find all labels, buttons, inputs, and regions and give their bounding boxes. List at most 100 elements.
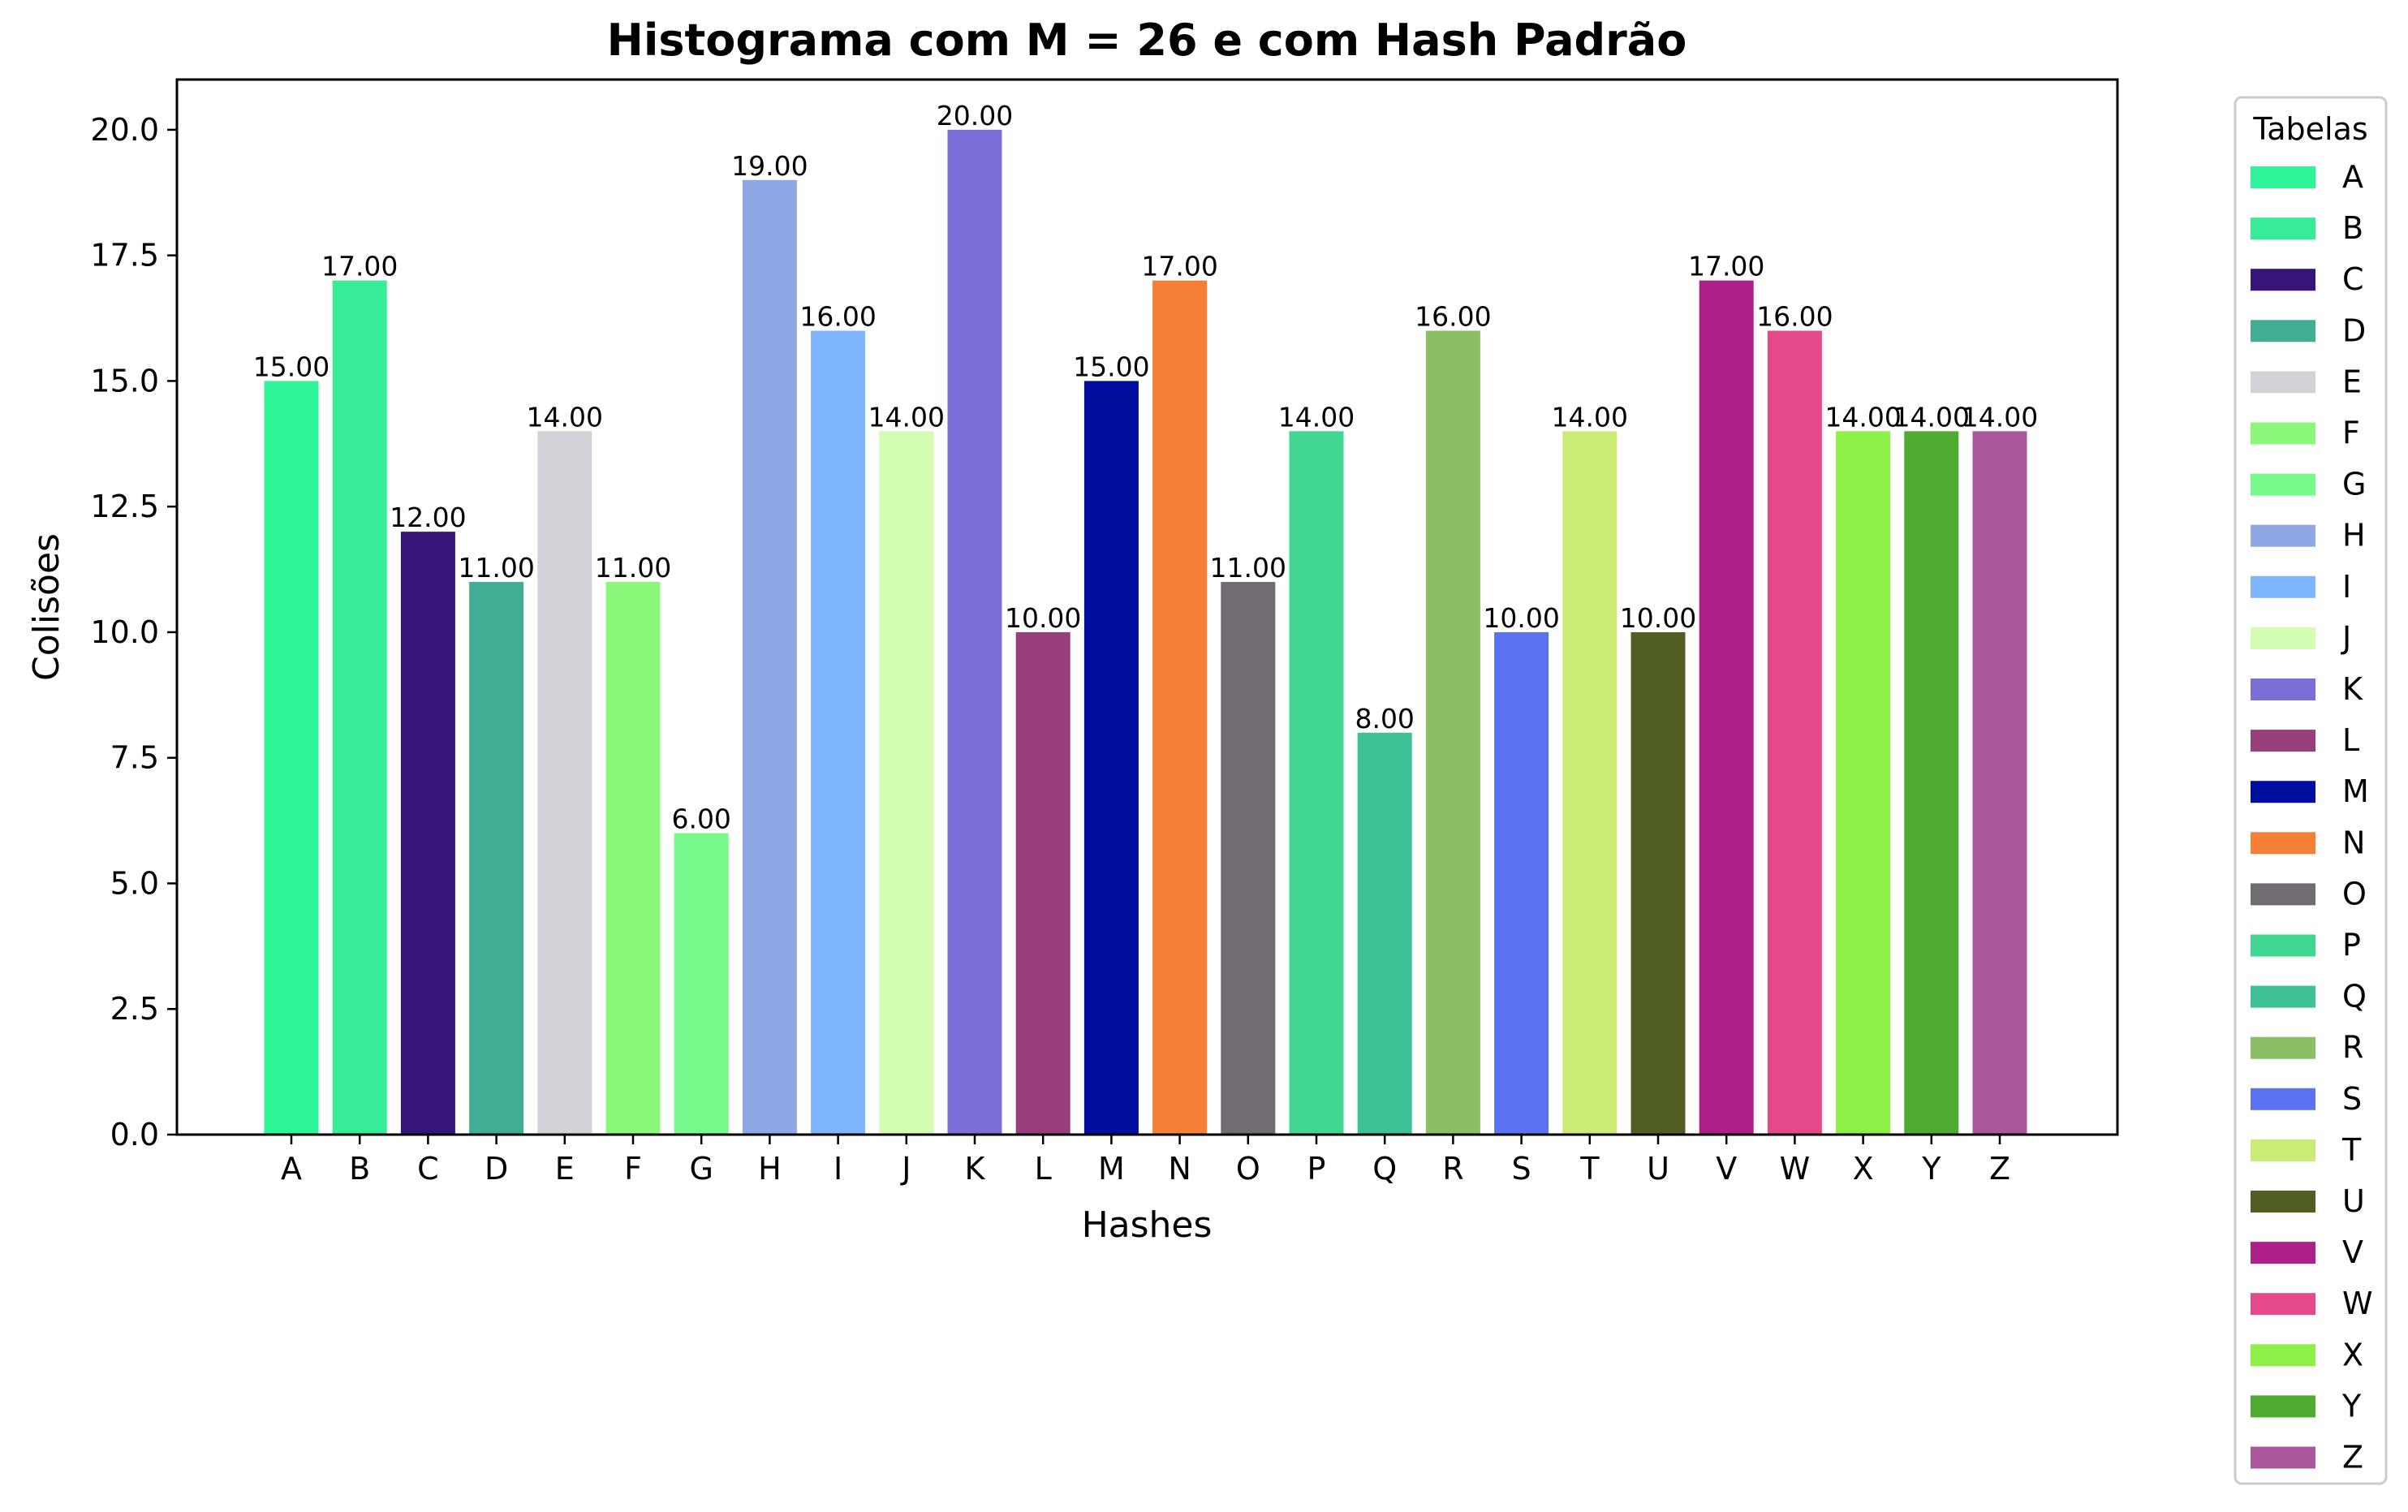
value-label-L: 10.00	[1005, 602, 1081, 634]
value-label-A: 15.00	[253, 351, 330, 382]
legend-label-P: P	[2342, 928, 2361, 963]
x-tick-label-U: U	[1647, 1151, 1669, 1187]
x-axis-label: Hashes	[1082, 1204, 1213, 1246]
legend-swatch-K	[2251, 678, 2315, 700]
x-tick-label-L: L	[1035, 1151, 1052, 1187]
legend-swatch-Y	[2251, 1395, 2315, 1418]
value-label-Q: 8.00	[1355, 703, 1414, 734]
legend-swatch-L	[2251, 730, 2315, 752]
y-tick-label: 10.0	[90, 614, 159, 650]
bar-E	[537, 431, 592, 1135]
legend-label-Y: Y	[2341, 1388, 2362, 1424]
legend-swatch-Q	[2251, 985, 2315, 1008]
legend-label-O: O	[2342, 876, 2367, 911]
legend-swatch-M	[2251, 781, 2315, 803]
bar-H	[742, 179, 797, 1135]
bar-K	[947, 129, 1002, 1135]
value-label-E: 14.00	[527, 401, 603, 433]
legend-swatch-P	[2251, 934, 2315, 957]
y-tick-label: 5.0	[110, 865, 159, 901]
bar-U	[1630, 631, 1686, 1135]
legend-label-E: E	[2342, 364, 2362, 399]
legend-label-V: V	[2342, 1234, 2363, 1270]
value-label-P: 14.00	[1278, 401, 1355, 433]
x-tick-label-Q: Q	[1372, 1151, 1397, 1187]
value-label-H: 19.00	[731, 150, 808, 182]
bar-Y	[1904, 431, 1959, 1135]
legend-label-D: D	[2342, 312, 2366, 348]
bar-V	[1699, 280, 1754, 1135]
bar-I	[811, 330, 866, 1135]
y-tick-label: 17.5	[90, 238, 159, 274]
x-tick-label-C: C	[417, 1151, 439, 1187]
legend-swatch-S	[2251, 1088, 2315, 1110]
value-label-Z: 14.00	[1962, 401, 2038, 433]
x-tick-label-W: W	[1780, 1151, 1811, 1187]
legend-label-G: G	[2342, 467, 2366, 502]
x-tick-label-K: K	[965, 1151, 986, 1187]
x-tick-label-Z: Z	[1989, 1151, 2010, 1187]
bar-N	[1152, 280, 1208, 1135]
legend-label-C: C	[2342, 261, 2364, 297]
legend-swatch-R	[2251, 1036, 2315, 1059]
value-label-F: 11.00	[595, 552, 671, 584]
x-tick-label-B: B	[349, 1151, 370, 1187]
legend-label-W: W	[2342, 1286, 2373, 1321]
legend-title: Tabelas	[2252, 111, 2367, 147]
bar-T	[1562, 431, 1618, 1135]
legend-label-M: M	[2342, 773, 2369, 809]
x-tick-label-Y: Y	[1921, 1151, 1941, 1187]
value-label-T: 14.00	[1552, 401, 1628, 433]
value-label-N: 17.00	[1141, 251, 1217, 282]
bar-Z	[1972, 431, 2027, 1135]
plot-frame	[175, 78, 2119, 1136]
legend-swatch-E	[2251, 371, 2315, 394]
legend-swatch-T	[2251, 1139, 2315, 1161]
bars-layer	[264, 129, 2027, 1135]
y-axis-label: Colisões	[26, 533, 67, 681]
bar-J	[879, 431, 934, 1135]
value-label-I: 16.00	[799, 301, 876, 333]
x-tick-label-E: E	[555, 1151, 575, 1187]
chart-title: Histograma com M = 26 e com Hash Padrão	[607, 15, 1687, 66]
legend-label-H: H	[2342, 518, 2366, 554]
value-label-R: 16.00	[1415, 301, 1491, 333]
legend-label-T: T	[2341, 1132, 2362, 1168]
value-label-U: 10.00	[1620, 602, 1696, 634]
bar-C	[400, 532, 455, 1135]
bar-L	[1015, 631, 1070, 1135]
legend-label-Z: Z	[2342, 1440, 2363, 1475]
legend-swatch-X	[2251, 1344, 2315, 1367]
bar-S	[1494, 631, 1549, 1135]
value-label-O: 11.00	[1210, 552, 1286, 584]
legend-label-X: X	[2342, 1337, 2363, 1372]
y-tick-label: 7.5	[110, 740, 159, 776]
legend-swatch-F	[2251, 422, 2315, 445]
bar-P	[1289, 431, 1344, 1135]
value-label-G: 6.00	[671, 803, 730, 835]
legend-label-A: A	[2342, 159, 2363, 195]
bar-Q	[1357, 732, 1412, 1135]
value-label-V: 17.00	[1688, 251, 1764, 282]
bar-B	[332, 280, 387, 1135]
bar-O	[1221, 582, 1276, 1135]
value-label-J: 14.00	[868, 401, 945, 433]
legend-swatch-D	[2251, 320, 2315, 342]
legend-label-U: U	[2342, 1183, 2365, 1219]
x-tick-label-G: G	[689, 1151, 713, 1187]
legend-label-S: S	[2342, 1081, 2362, 1117]
legend-label-J: J	[2341, 620, 2351, 656]
y-tick-label: 12.5	[90, 489, 159, 524]
legend-label-B: B	[2342, 210, 2363, 246]
y-tick-label: 15.0	[90, 363, 159, 398]
legend-label-Q: Q	[2342, 979, 2367, 1014]
legend-swatch-N	[2251, 832, 2315, 855]
bar-X	[1836, 431, 1891, 1135]
y-axis: 0.0 2.5 5.0 7.5 10.0 12.5 15.0 17.5 20.0	[90, 112, 177, 1152]
value-label-W: 16.00	[1756, 301, 1833, 333]
x-tick-label-D: D	[485, 1151, 508, 1187]
